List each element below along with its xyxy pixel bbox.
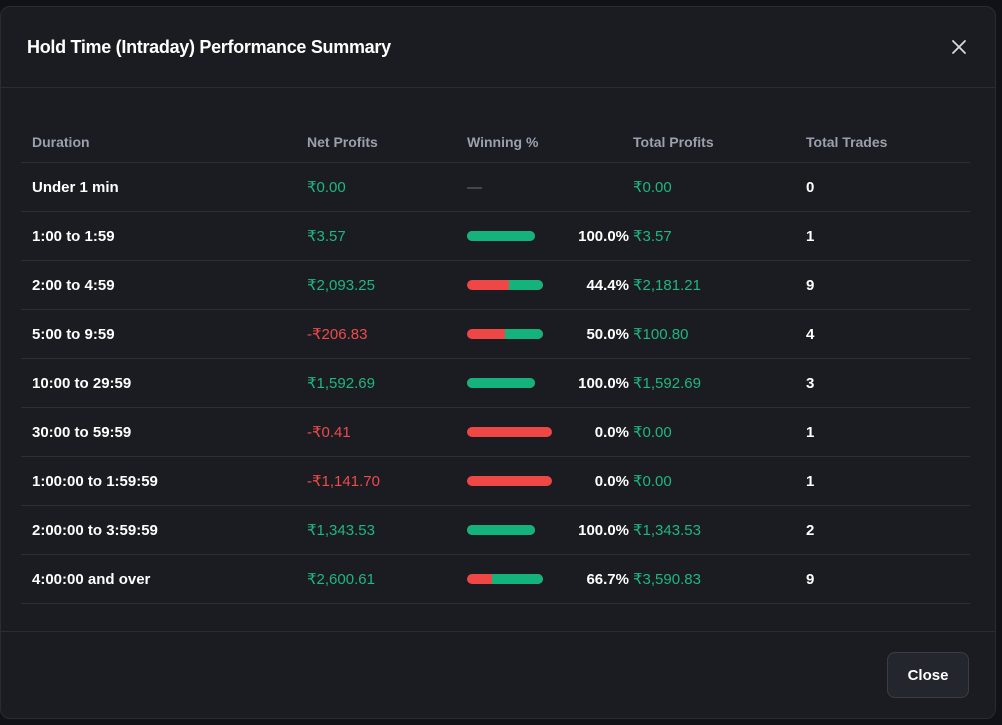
winning-percent: 0.0% [594,472,629,490]
winning-percent: 100.0% [578,521,629,539]
winning-cell: 66.7% [467,571,633,588]
duration-cell: 1:00 to 1:59 [32,227,115,245]
winning-percent: 44.4% [586,276,629,294]
total-trades-cell: 1 [806,472,815,490]
table-row: 10:00 to 29:59 ₹1,592.69 100.0% ₹1,592.69 3 [21,359,970,408]
table-row: 1:00 to 1:59 ₹3.57 100.0% ₹3.57 1 [21,212,970,261]
table-body: Under 1 min ₹0.00 — ₹0.00 0 1:00 to 1:59 ₹3.57… [21,163,970,604]
winning-percent: 100.0% [578,374,629,392]
net-profits-cell: -₹0.41 [307,424,351,441]
winning-percent: 50.0% [586,325,629,343]
column-header-winning[interactable]: Winning % [467,133,539,150]
winning-bar-fill [505,329,543,339]
winning-bar-fill [467,231,535,241]
total-profits-cell: ₹2,181.21 [633,277,701,294]
total-profits-cell: ₹0.00 [633,473,672,490]
table-row: Under 1 min ₹0.00 — ₹0.00 0 [21,163,970,212]
duration-cell: 10:00 to 29:59 [32,374,132,392]
duration-cell: 4:00:00 and over [32,570,151,588]
net-profits-cell: ₹0.00 [307,179,346,196]
net-profits-cell: ₹3.57 [307,228,346,245]
empty-dash: — [467,178,482,196]
table-row: 1:00:00 to 1:59:59 -₹1,141.70 0.0% ₹0.00 1 [21,457,970,506]
total-trades-cell: 2 [806,521,815,539]
table-row: 5:00 to 9:59 -₹206.83 50.0% ₹100.80 4 [21,310,970,359]
table-row: 4:00:00 and over ₹2,600.61 66.7% ₹3,590.83 9 [21,555,970,604]
total-profits-cell: ₹1,592.69 [633,375,701,392]
winning-bar-fill [467,525,535,535]
winning-percent: 66.7% [586,570,629,588]
total-profits-cell: ₹3.57 [633,228,672,245]
column-header-duration[interactable]: Duration [32,133,90,150]
net-profits-cell: ₹1,343.53 [307,522,375,539]
winning-bar [467,574,543,584]
winning-bar [467,329,543,339]
winning-bar-fill [509,280,543,290]
total-profits-cell: ₹100.80 [633,326,689,343]
winning-percent: 0.0% [594,423,629,441]
table-row: 2:00 to 4:59 ₹2,093.25 44.4% ₹2,181.21 9 [21,261,970,310]
hold-time-table: Duration Net Profits Winning % Total Pro… [21,121,970,604]
footer-divider [1,631,995,632]
winning-cell: 100.0% [467,522,633,539]
net-profits-cell: ₹1,592.69 [307,375,375,392]
winning-bar [467,476,552,486]
modal-title: Hold Time (Intraday) Performance Summary [27,36,391,57]
winning-bar-fill [492,574,543,584]
column-header-total-profits[interactable]: Total Profits [633,133,714,150]
total-profits-cell: ₹0.00 [633,424,672,441]
duration-cell: 30:00 to 59:59 [32,423,132,441]
winning-bar [467,525,535,535]
total-trades-cell: 1 [806,227,815,245]
total-trades-cell: 3 [806,374,815,392]
total-trades-cell: 4 [806,325,815,343]
winning-percent: 100.0% [578,227,629,245]
duration-cell: 5:00 to 9:59 [32,325,115,343]
column-header-net-profits[interactable]: Net Profits [307,133,378,150]
winning-bar-fill [467,378,535,388]
net-profits-cell: -₹1,141.70 [307,473,380,490]
table-row: 2:00:00 to 3:59:59 ₹1,343.53 100.0% ₹1,343.… [21,506,970,555]
performance-summary-modal: Hold Time (Intraday) Performance Summary… [0,6,996,719]
net-profits-cell: -₹206.83 [307,326,368,343]
total-trades-cell: 9 [806,276,815,294]
table-row: 30:00 to 59:59 -₹0.41 0.0% ₹0.00 1 [21,408,970,457]
winning-bar [467,280,543,290]
net-profits-cell: ₹2,093.25 [307,277,375,294]
winning-bar [467,427,552,437]
total-profits-cell: ₹1,343.53 [633,522,701,539]
winning-cell: 100.0% [467,228,633,245]
duration-cell: 2:00 to 4:59 [32,276,115,294]
total-trades-cell: 1 [806,423,815,441]
winning-cell: 50.0% [467,326,633,343]
modal-header: Hold Time (Intraday) Performance Summary [1,7,995,88]
total-trades-cell: 0 [806,178,815,196]
winning-bar [467,378,535,388]
net-profits-cell: ₹2,600.61 [307,571,375,588]
close-icon[interactable] [949,37,969,57]
winning-bar [467,231,535,241]
duration-cell: 2:00:00 to 3:59:59 [32,521,158,539]
duration-cell: Under 1 min [32,178,119,196]
table-header-row: Duration Net Profits Winning % Total Pro… [21,121,970,163]
total-trades-cell: 9 [806,570,815,588]
winning-cell: 100.0% [467,375,633,392]
total-profits-cell: ₹0.00 [633,179,672,196]
duration-cell: 1:00:00 to 1:59:59 [32,472,158,490]
winning-cell: 44.4% [467,277,633,294]
winning-cell: 0.0% [467,424,633,441]
total-profits-cell: ₹3,590.83 [633,571,701,588]
winning-cell: — [467,179,633,196]
winning-cell: 0.0% [467,473,633,490]
close-button[interactable]: Close [887,652,969,698]
column-header-total-trades[interactable]: Total Trades [806,133,888,150]
